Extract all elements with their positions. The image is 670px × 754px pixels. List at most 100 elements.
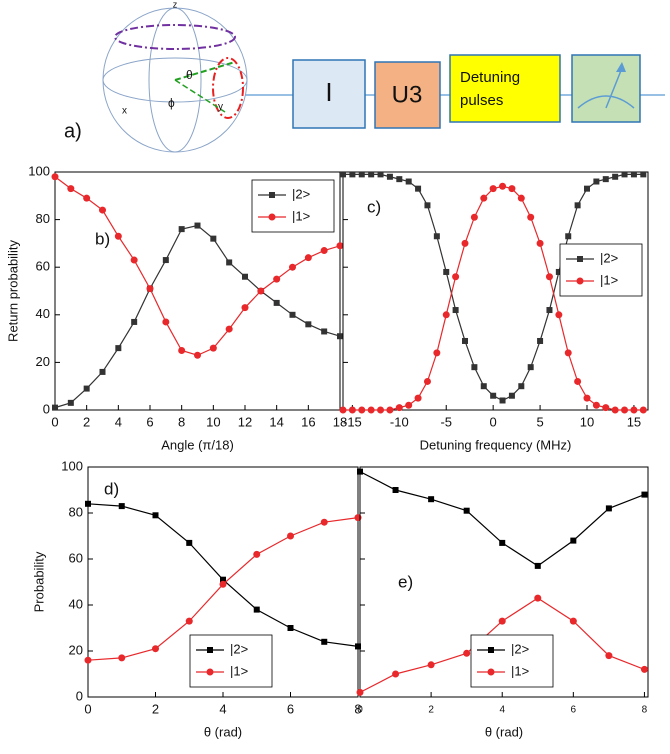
marker: [641, 491, 648, 498]
marker: [305, 321, 312, 328]
marker: [186, 539, 193, 546]
marker: [480, 194, 488, 202]
legend-label: |2>: [511, 641, 529, 656]
marker: [488, 647, 494, 653]
y-tick-label: 0: [43, 401, 50, 416]
marker: [209, 344, 217, 352]
y-tick-label: 60: [69, 550, 83, 565]
y-tick-label: 80: [69, 504, 83, 519]
x-tick-label: 0: [84, 701, 91, 716]
marker: [490, 392, 497, 399]
marker: [146, 285, 154, 293]
marker: [612, 173, 619, 180]
marker: [51, 173, 59, 181]
x-tick-label: 16: [301, 414, 315, 429]
marker: [508, 185, 516, 193]
plot-frame: [359, 466, 649, 698]
marker: [423, 377, 431, 385]
marker: [67, 185, 75, 193]
marker: [499, 539, 506, 546]
marker: [83, 194, 91, 202]
marker: [355, 643, 361, 650]
y-tick-label: 20: [69, 642, 83, 657]
marker: [433, 233, 440, 240]
marker: [287, 625, 294, 631]
marker: [498, 617, 506, 625]
sphere-label: y: [218, 102, 223, 113]
x-tick-label: 0: [51, 414, 58, 429]
legend-label: |1>: [292, 208, 310, 223]
marker: [220, 576, 226, 583]
sphere-label: x: [122, 106, 127, 117]
marker: [241, 304, 249, 312]
marker: [415, 185, 422, 192]
x-tick-label: 8: [178, 414, 185, 429]
marker: [377, 406, 385, 414]
legend-label: |1>: [511, 663, 529, 678]
marker: [118, 503, 125, 510]
marker: [85, 500, 91, 507]
marker: [115, 345, 122, 352]
marker: [52, 404, 58, 411]
x-tick-label: 2: [152, 701, 159, 716]
marker: [320, 518, 328, 526]
marker: [396, 176, 403, 183]
x-tick-label: 6: [287, 701, 294, 716]
marker: [405, 401, 413, 409]
gate-label: I: [325, 77, 332, 107]
marker: [414, 394, 422, 402]
x-axis-label: θ (rad): [204, 724, 242, 739]
x-tick-label: 5: [536, 414, 543, 429]
marker: [630, 406, 638, 414]
marker: [358, 406, 366, 414]
marker: [605, 652, 613, 660]
marker: [289, 311, 296, 318]
series-line: [359, 471, 645, 567]
marker: [555, 311, 563, 319]
marker: [242, 273, 248, 280]
marker: [427, 661, 435, 669]
panel-label: e): [398, 572, 413, 591]
chart-panel: 0 20 40 60 80 100 0 2 4 6 8 θ (rad) Probability d) |2>…: [31, 458, 361, 739]
x-tick-label: 8: [642, 705, 648, 716]
y-tick-label: 60: [36, 259, 50, 274]
marker: [621, 406, 629, 414]
marker: [405, 178, 412, 185]
marker: [630, 171, 637, 178]
marker: [118, 654, 126, 662]
marker: [527, 364, 534, 371]
series-line: [54, 224, 341, 409]
x-tick-label: 2: [83, 414, 90, 429]
marker: [162, 257, 169, 264]
marker: [480, 383, 487, 390]
marker: [576, 277, 584, 285]
marker: [67, 399, 74, 406]
marker: [219, 580, 227, 588]
x-axis-label: Angle (π/18): [161, 437, 234, 452]
marker: [592, 401, 600, 409]
gate-box: [449, 54, 561, 123]
marker: [517, 194, 525, 202]
marker: [555, 268, 562, 275]
x-tick-label: -10: [390, 414, 409, 429]
marker: [253, 550, 261, 558]
marker: [424, 202, 431, 209]
x-tick-label: 8: [354, 701, 361, 716]
marker: [289, 263, 296, 271]
marker: [348, 406, 356, 414]
marker: [130, 256, 138, 264]
x-tick-label: 10: [580, 414, 594, 429]
marker: [320, 247, 328, 255]
marker: [358, 171, 365, 178]
marker: [565, 233, 572, 240]
marker: [537, 337, 544, 344]
marker: [162, 318, 170, 326]
marker: [269, 192, 275, 198]
marker: [392, 487, 399, 493]
gate-label: Detuning: [460, 69, 520, 86]
y-tick-label: 40: [36, 306, 50, 321]
marker: [452, 307, 459, 314]
x-tick-label: -5: [440, 414, 452, 429]
marker: [621, 171, 628, 178]
meridian: [148, 7, 202, 153]
